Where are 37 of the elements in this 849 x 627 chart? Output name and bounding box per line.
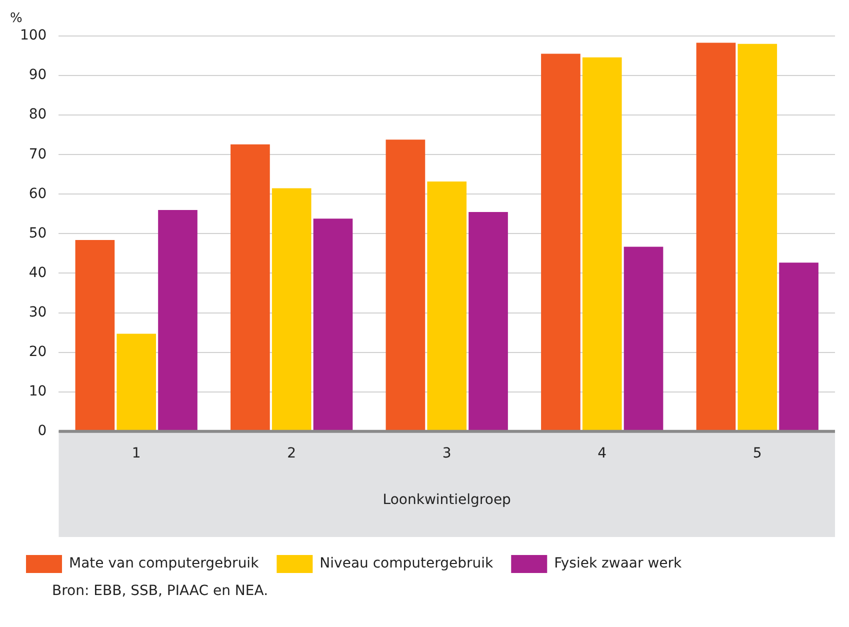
- legend-label: Niveau computergebruik: [320, 556, 494, 572]
- bar: [427, 182, 467, 431]
- y-tick-label: 50: [28, 225, 47, 242]
- x-tick-label: 3: [442, 445, 452, 462]
- bar: [582, 57, 622, 431]
- y-tick-label: 80: [28, 106, 47, 123]
- bar: [779, 262, 818, 431]
- y-tick-label: 70: [28, 146, 47, 162]
- x-tick-label: 5: [752, 445, 762, 462]
- bar: [696, 42, 736, 431]
- bar: [272, 188, 312, 431]
- x-tick-label: 1: [132, 445, 141, 462]
- bar: [468, 212, 508, 431]
- bar: [313, 218, 353, 431]
- y-axis-title: %: [10, 10, 22, 26]
- legend-label: Fysiek zwaar werk: [554, 556, 683, 572]
- x-tick-label: 2: [287, 445, 296, 462]
- y-tick-label: 0: [38, 423, 47, 440]
- bar: [158, 210, 198, 431]
- x-axis-title: Loonkwintielgroep: [382, 492, 512, 508]
- text: Bron: EBB, SSB, PIAAC en NEA.: [52, 583, 270, 599]
- bar: [116, 334, 156, 431]
- y-tick-label: 20: [28, 344, 47, 360]
- bar: [75, 240, 115, 431]
- x-tick-label: 4: [598, 445, 607, 462]
- bar: [624, 246, 664, 431]
- bar: [230, 144, 270, 431]
- bar: [738, 44, 778, 431]
- y-tick-label: 90: [28, 67, 47, 84]
- bar: [386, 140, 426, 431]
- bar: [541, 54, 580, 431]
- y-tick-label: 30: [28, 304, 47, 320]
- y-tick-label: 100: [20, 28, 47, 44]
- y-tick-label: 10: [28, 384, 47, 400]
- y-tick-label: 40: [28, 264, 47, 281]
- legend-label: Mate van computergebruik: [69, 556, 260, 572]
- y-tick-label: 60: [28, 186, 47, 202]
